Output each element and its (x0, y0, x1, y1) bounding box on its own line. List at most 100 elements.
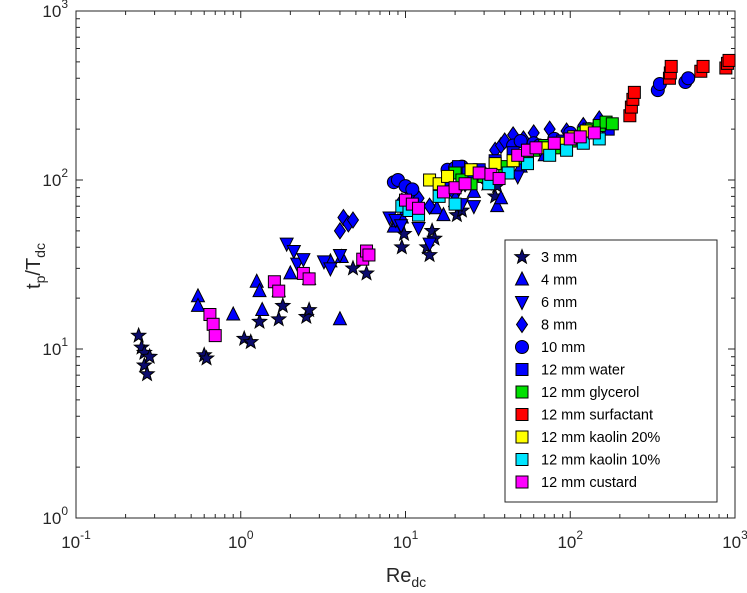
data-point (138, 365, 156, 382)
data-point (492, 172, 506, 186)
data-point (529, 141, 543, 155)
data-point (283, 264, 298, 280)
data-point (362, 248, 376, 262)
data-point (346, 211, 360, 229)
legend-marker (515, 340, 529, 354)
legend-marker (515, 315, 529, 334)
data-point (722, 53, 736, 67)
data-point (681, 71, 696, 86)
data-point (332, 310, 348, 326)
data-point (270, 310, 288, 327)
data-point (664, 59, 678, 73)
data-point (393, 219, 409, 234)
data-point (466, 200, 482, 215)
data-point (696, 59, 710, 73)
y-tick-label: 101 (42, 335, 68, 359)
data-point (225, 305, 241, 321)
data-point (472, 166, 486, 180)
data-point (422, 237, 437, 253)
data-point (421, 246, 439, 263)
legend-marker (515, 430, 529, 444)
legend-marker (515, 475, 529, 489)
data-point (436, 206, 451, 222)
x-axis-label: Redc (386, 565, 426, 590)
data-point (249, 273, 265, 288)
data-point (296, 253, 311, 268)
data-point (208, 329, 222, 343)
data-point (520, 157, 534, 171)
legend-entry: 3 mm (541, 250, 577, 266)
data-point (272, 284, 286, 298)
data-point (190, 297, 206, 312)
data-point (279, 237, 294, 253)
legend-entry: 12 mm custard (541, 475, 637, 491)
data-point (332, 248, 348, 264)
legend-marker (515, 408, 529, 421)
legend-marker (515, 453, 529, 466)
legend-entry: 6 mm (541, 295, 577, 311)
legend-entry: 12 mm kaolin 20% (541, 430, 660, 446)
data-point (436, 185, 450, 199)
data-point (441, 169, 455, 183)
data-point (141, 347, 159, 364)
data-point (358, 264, 376, 281)
data-point (198, 349, 216, 366)
data-point (423, 221, 441, 239)
data-point (605, 117, 619, 131)
y-axis-label: tp/Tdc (23, 243, 48, 289)
legend-marker (514, 296, 530, 311)
y-tick-label: 100 (42, 504, 68, 528)
data-point (411, 222, 426, 237)
legend-entry: 12 mm glycerol (541, 385, 639, 401)
data-point (547, 136, 561, 150)
legend-marker (515, 363, 529, 376)
legend-entry: 10 mm (541, 340, 585, 356)
data-point (458, 177, 472, 191)
data-point (489, 197, 505, 213)
data-point (393, 238, 411, 255)
x-tick-label: 101 (393, 528, 419, 552)
data-point (130, 326, 148, 343)
data-point (627, 85, 641, 99)
y-tick-label: 102 (42, 166, 68, 190)
legend-entry: 4 mm (541, 273, 577, 289)
legend-entry: 12 mm water (541, 363, 625, 379)
legend-entry: 12 mm surfactant (541, 408, 653, 424)
data-point (242, 333, 260, 350)
data-point (448, 197, 462, 211)
data-point (560, 143, 574, 157)
x-tick-label: 10-1 (61, 528, 91, 552)
data-point (333, 221, 347, 240)
series-12-mm-surfactant (623, 53, 736, 123)
data-point (251, 312, 269, 329)
legend: 3 mm 4 mm 6 mm 8 mm 10 mm 12 mm water 12 mm gl… (504, 239, 718, 503)
x-tick-label: 103 (722, 528, 747, 552)
data-point (543, 148, 557, 162)
data-point (286, 245, 302, 260)
data-point (423, 197, 436, 216)
legend-entry: 8 mm (541, 318, 577, 334)
data-point (412, 201, 426, 215)
data-point (206, 317, 220, 331)
data-point (302, 272, 316, 286)
data-point (300, 301, 318, 318)
y-tick-label: 103 (42, 0, 68, 21)
data-point (573, 130, 587, 144)
data-point (405, 182, 420, 197)
data-point (135, 356, 153, 373)
data-point (488, 157, 502, 171)
data-point (254, 301, 270, 317)
data-point (344, 259, 362, 276)
x-tick-label: 102 (557, 528, 583, 552)
legend-marker (515, 385, 529, 399)
data-point (493, 189, 509, 205)
legend-marker (514, 270, 530, 286)
data-point (466, 183, 482, 198)
data-point (252, 282, 267, 298)
x-tick-label: 100 (228, 528, 254, 552)
legend-entry: 12 mm kaolin 10% (541, 453, 660, 469)
legend-box (504, 239, 718, 503)
series-12-mm-custard (203, 126, 601, 343)
data-point (323, 262, 338, 277)
